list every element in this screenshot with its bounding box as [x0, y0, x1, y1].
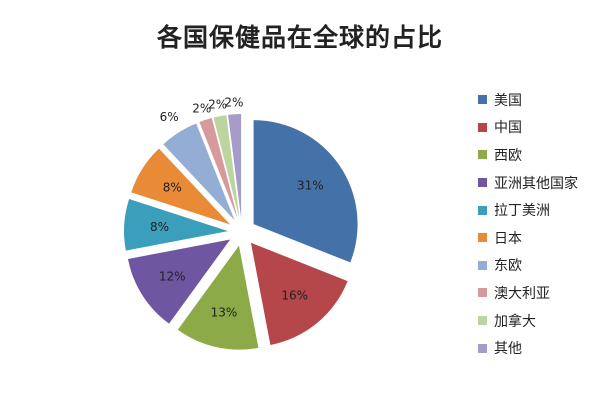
data-label: 8%: [150, 220, 169, 234]
legend: 美国中国西欧亚洲其他国家 拉丁美洲日本东欧澳大利亚加拿大其他: [478, 86, 578, 362]
legend-item: 亚洲其他国家: [478, 169, 578, 197]
legend-item: 拉丁美洲: [478, 196, 578, 224]
legend-item: 美国: [478, 86, 578, 114]
legend-item: 加拿大: [478, 307, 578, 335]
pie-slice-4: [128, 239, 231, 324]
legend-swatch: [478, 233, 487, 243]
pie-slice-5: [124, 198, 229, 251]
legend-label: 西欧: [494, 147, 522, 164]
legend-label: 加拿大: [494, 313, 536, 330]
pie-slice-7: [163, 123, 235, 221]
legend-swatch: [478, 150, 487, 160]
legend-swatch: [478, 343, 487, 353]
pie-slice-9: [213, 115, 240, 219]
pie-slice-8: [199, 117, 238, 219]
legend-label: 澳大利亚: [494, 285, 550, 302]
data-label: 2%: [192, 101, 211, 115]
data-label: 13%: [211, 306, 238, 320]
legend-label: 拉丁美洲: [494, 203, 550, 220]
data-label: 6%: [160, 110, 179, 124]
legend-swatch: [478, 122, 487, 132]
legend-swatch: [478, 205, 487, 215]
data-label: 31%: [297, 179, 324, 193]
legend-item: 东欧: [478, 252, 578, 280]
legend-item: 澳大利亚: [478, 279, 578, 307]
legend-label: 东欧: [494, 258, 522, 275]
data-label: 2%: [224, 95, 243, 109]
pie-slice-6: [131, 148, 231, 225]
legend-label: 美国: [494, 92, 522, 109]
legend-label: 日本: [494, 230, 522, 247]
pie-slice-2: [250, 242, 348, 345]
legend-swatch: [478, 178, 487, 188]
pie-slice-3: [177, 245, 259, 350]
legend-swatch: [478, 95, 487, 105]
legend-item: 日本: [478, 224, 578, 252]
legend-label: 其他: [494, 341, 522, 358]
data-label: 8%: [163, 181, 182, 195]
data-label: 2%: [208, 97, 227, 111]
pie-slice-10: [228, 114, 242, 219]
legend-item: 西欧: [478, 141, 578, 169]
legend-swatch: [478, 288, 487, 298]
legend-swatch: [478, 260, 487, 270]
data-label: 12%: [159, 269, 186, 283]
chart-title: 各国保健品在全球的占比: [156, 23, 443, 52]
legend-item: 其他: [478, 334, 578, 362]
data-label: 16%: [281, 289, 308, 303]
pie-slice-1: [253, 120, 358, 263]
legend-swatch: [478, 316, 487, 326]
legend-label: 亚洲其他国家: [494, 175, 578, 192]
legend-item: 中国: [478, 114, 578, 142]
legend-label: 中国: [494, 120, 522, 137]
